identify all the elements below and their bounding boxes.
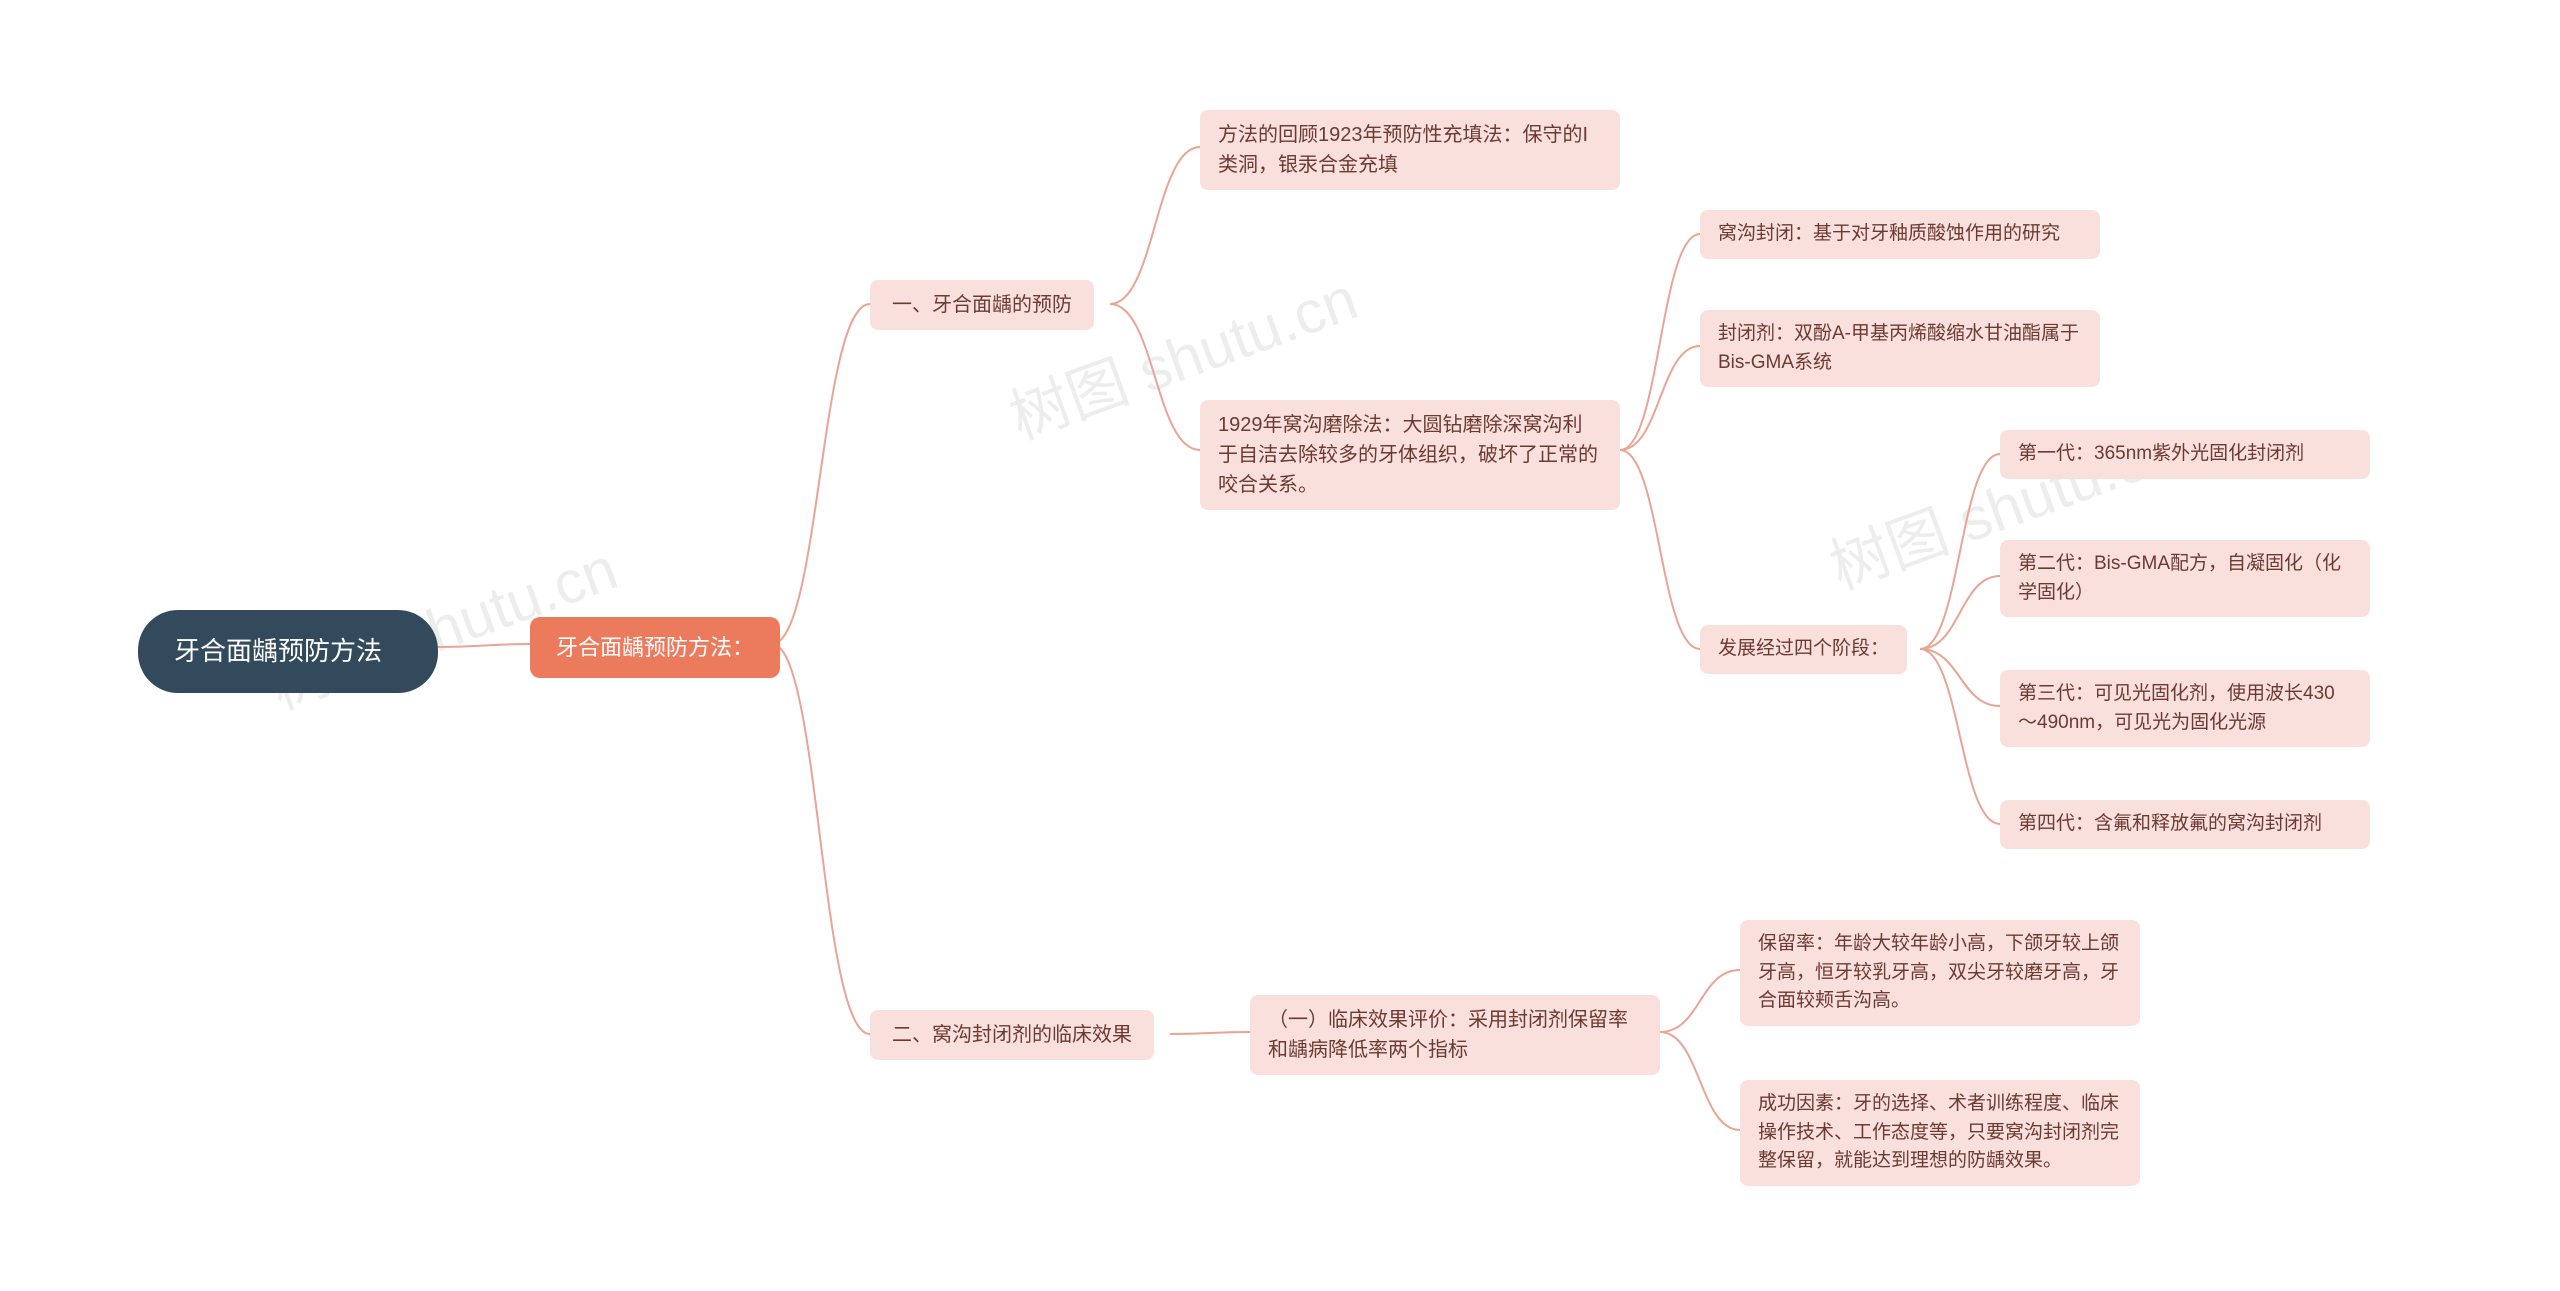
root-node[interactable]: 牙合面龋预防方法: [138, 610, 438, 693]
method-1929[interactable]: 1929年窝沟磨除法：大圆钻磨除深窝沟利于自洁去除较多的牙体组织，破坏了正常的咬…: [1200, 400, 1620, 510]
mindmap-canvas: 树图 shutu.cn 树图 shutu.cn 树图 shutu.cn: [0, 0, 2560, 1291]
retention-rate[interactable]: 保留率：年龄大较年龄小高，下颌牙较上颌牙高，恒牙较乳牙高，双尖牙较磨牙高，牙合面…: [1740, 920, 2140, 1026]
method-1923[interactable]: 方法的回顾1923年预防性充填法：保守的I类洞，银汞合金充填: [1200, 110, 1620, 190]
sealant-bisgma[interactable]: 封闭剂：双酚A-甲基丙烯酸缩水甘油酯属于Bis-GMA系统: [1700, 310, 2100, 387]
section-clinical[interactable]: 二、窝沟封闭剂的临床效果: [870, 1010, 1154, 1060]
clinical-eval[interactable]: （一）临床效果评价：采用封闭剂保留率和龋病降低率两个指标: [1250, 995, 1660, 1075]
section-prevention[interactable]: 一、牙合面龋的预防: [870, 280, 1094, 330]
stage-1[interactable]: 第一代：365nm紫外光固化封闭剂: [2000, 430, 2370, 479]
stage-4[interactable]: 第四代：含氟和释放氟的窝沟封闭剂: [2000, 800, 2370, 849]
stages-heading[interactable]: 发展经过四个阶段：: [1700, 625, 1907, 674]
sealant-research[interactable]: 窝沟封闭：基于对牙釉质酸蚀作用的研究: [1700, 210, 2100, 259]
stage-3[interactable]: 第三代：可见光固化剂，使用波长430～490nm，可见光为固化光源: [2000, 670, 2370, 747]
stage-2[interactable]: 第二代：Bis-GMA配方，自凝固化（化学固化）: [2000, 540, 2370, 617]
l1-node-methods[interactable]: 牙合面龋预防方法：: [530, 617, 780, 678]
success-factors[interactable]: 成功因素：牙的选择、术者训练程度、临床操作技术、工作态度等，只要窝沟封闭剂完整保…: [1740, 1080, 2140, 1186]
